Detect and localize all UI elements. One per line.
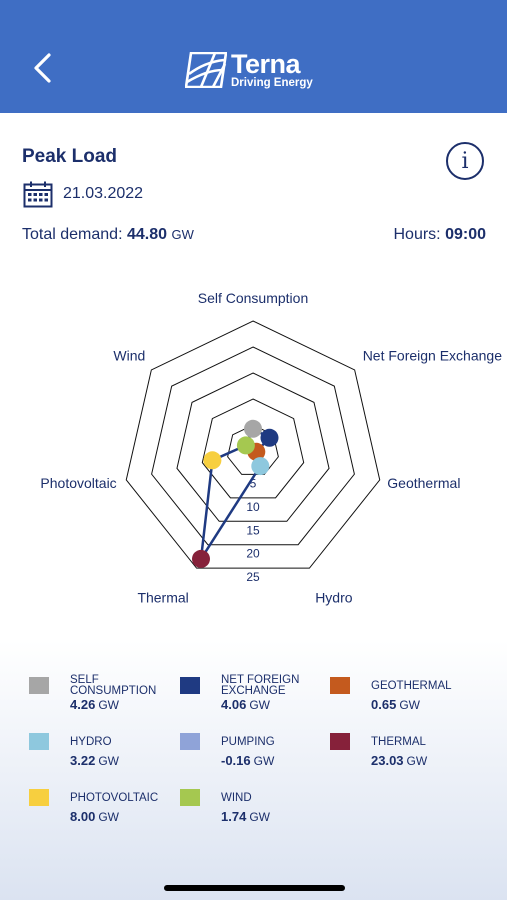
- legend-item-photovoltaic[interactable]: PHOTOVOLTAIC 8.00 GW: [29, 789, 189, 833]
- info-icon: i: [461, 148, 469, 174]
- legend-swatch: [330, 677, 350, 694]
- legend-item-self-consumption[interactable]: SELF CONSUMPTION 4.26 GW: [29, 674, 189, 721]
- grid-ring-4: [125, 320, 381, 569]
- legend-value: 3.22 GW: [70, 753, 119, 768]
- legend-value: 4.06 GW: [221, 697, 270, 712]
- legend-item-net-foreign-exchange[interactable]: NET FOREIGN EXCHANGE 4.06 GW: [180, 674, 340, 721]
- axis-label: Hydro: [315, 589, 353, 605]
- logo-name: Terna: [231, 49, 301, 79]
- back-button[interactable]: [22, 44, 62, 92]
- legend-value-number: 4.26: [70, 697, 96, 712]
- chevron-left-icon: [34, 53, 51, 83]
- axis-label: Geothermal: [387, 475, 460, 491]
- legend-value-unit: GW: [98, 810, 119, 824]
- hours: Hours: 09:00: [394, 226, 487, 244]
- grid-ring-2: [176, 372, 330, 522]
- legend-swatch: [180, 733, 200, 750]
- legend-item-pumping[interactable]: PUMPING -0.16 GW: [180, 733, 340, 777]
- grid-ring-3: [151, 346, 355, 546]
- legend-value-number: 0.65: [371, 697, 397, 712]
- legend-item-wind[interactable]: WIND 1.74 GW: [180, 789, 340, 833]
- axis-label: Self Consumption: [198, 290, 309, 306]
- axis-label: Photovoltaic: [40, 475, 116, 491]
- legend-value-unit: GW: [98, 698, 119, 712]
- terna-logo-mark-icon: [185, 52, 227, 88]
- legend-name: PHOTOVOLTAIC: [70, 792, 159, 804]
- date-picker-button[interactable]: [23, 181, 53, 213]
- legend-item-thermal[interactable]: THERMAL 23.03 GW: [330, 733, 490, 777]
- hours-value: 09:00: [445, 226, 486, 243]
- legend-value: 1.74 GW: [221, 809, 270, 824]
- legend-swatch: [29, 677, 49, 694]
- legend-item-geothermal[interactable]: GEOTHERMAL 0.65 GW: [330, 677, 490, 721]
- tick-label: 5: [250, 476, 257, 490]
- axis-label: Wind: [113, 348, 145, 364]
- legend-name: GEOTHERMAL: [371, 680, 452, 692]
- legend-swatch: [180, 789, 200, 806]
- legend-value: 23.03 GW: [371, 753, 427, 768]
- legend-item-hydro[interactable]: HYDRO 3.22 GW: [29, 733, 189, 777]
- legend-name: HYDRO: [70, 736, 112, 748]
- legend-name: WIND: [221, 792, 252, 804]
- legend-value-unit: GW: [249, 810, 270, 824]
- radar-chart: 5 10 15 20 25 Self Consumption Net Foreign Ex…: [40, 290, 503, 605]
- legend-value-unit: GW: [399, 698, 420, 712]
- selected-date: 21.03.2022: [63, 185, 144, 202]
- calendar-icon: [23, 181, 53, 208]
- data-point-net-foreign-exchange[interactable]: [260, 428, 279, 447]
- tick-label: 20: [246, 547, 260, 561]
- total-demand-unit: GW: [171, 227, 194, 242]
- data-point-thermal[interactable]: [192, 549, 210, 568]
- legend-name: THERMAL: [371, 736, 426, 748]
- legend-value-number: 23.03: [371, 753, 404, 768]
- data-point-photovoltaic[interactable]: [203, 451, 222, 470]
- legend-value-number: 3.22: [70, 753, 96, 768]
- legend-name: PUMPING: [221, 736, 275, 748]
- data-point-self-consumption[interactable]: [244, 419, 262, 438]
- legend-value-unit: GW: [249, 698, 270, 712]
- data-point-wind[interactable]: [236, 436, 255, 455]
- hours-label: Hours:: [393, 226, 441, 243]
- tick-label: 15: [246, 523, 260, 537]
- total-demand-label: Total demand:: [22, 226, 123, 243]
- legend-name: SELF CONSUMPTION: [70, 674, 157, 697]
- tick-label: 25: [246, 570, 260, 584]
- legend-value-unit: GW: [253, 754, 275, 768]
- legend-value: 4.26 GW: [70, 697, 119, 712]
- legend-value-unit: GW: [406, 754, 428, 768]
- legend-value-number: 4.06: [221, 697, 247, 712]
- page-title: Peak Load: [22, 146, 118, 167]
- legend-value-number: -0.16: [221, 753, 251, 768]
- legend-value: 0.65 GW: [371, 697, 420, 712]
- legend-swatch: [330, 733, 350, 750]
- data-point-hydro[interactable]: [251, 457, 270, 476]
- home-indicator: [164, 885, 345, 891]
- legend-value: 8.00 GW: [70, 809, 119, 824]
- legend-value-number: 8.00: [70, 809, 96, 824]
- axis-label: Thermal: [137, 589, 188, 605]
- legend-swatch: [29, 789, 49, 806]
- legend-value-unit: GW: [98, 754, 119, 768]
- grid-ring-1: [201, 398, 305, 499]
- legend-name: NET FOREIGN EXCHANGE: [221, 674, 300, 697]
- info-button[interactable]: i: [446, 142, 484, 180]
- terna-logo: Terna Driving Energy: [185, 49, 325, 92]
- legend-value: -0.16 GW: [221, 753, 274, 768]
- legend-swatch: [180, 677, 200, 694]
- logo-tagline: Driving Energy: [231, 77, 313, 89]
- total-demand: Total demand: 44.80 GW: [22, 226, 194, 244]
- app-header: Terna Driving Energy: [0, 0, 507, 113]
- total-demand-value: 44.80: [126, 226, 168, 243]
- legend-swatch: [29, 733, 49, 750]
- tick-label: 10: [246, 500, 260, 514]
- legend-value-number: 1.74: [221, 809, 247, 824]
- axis-label: Net Foreign Exchange: [363, 348, 503, 364]
